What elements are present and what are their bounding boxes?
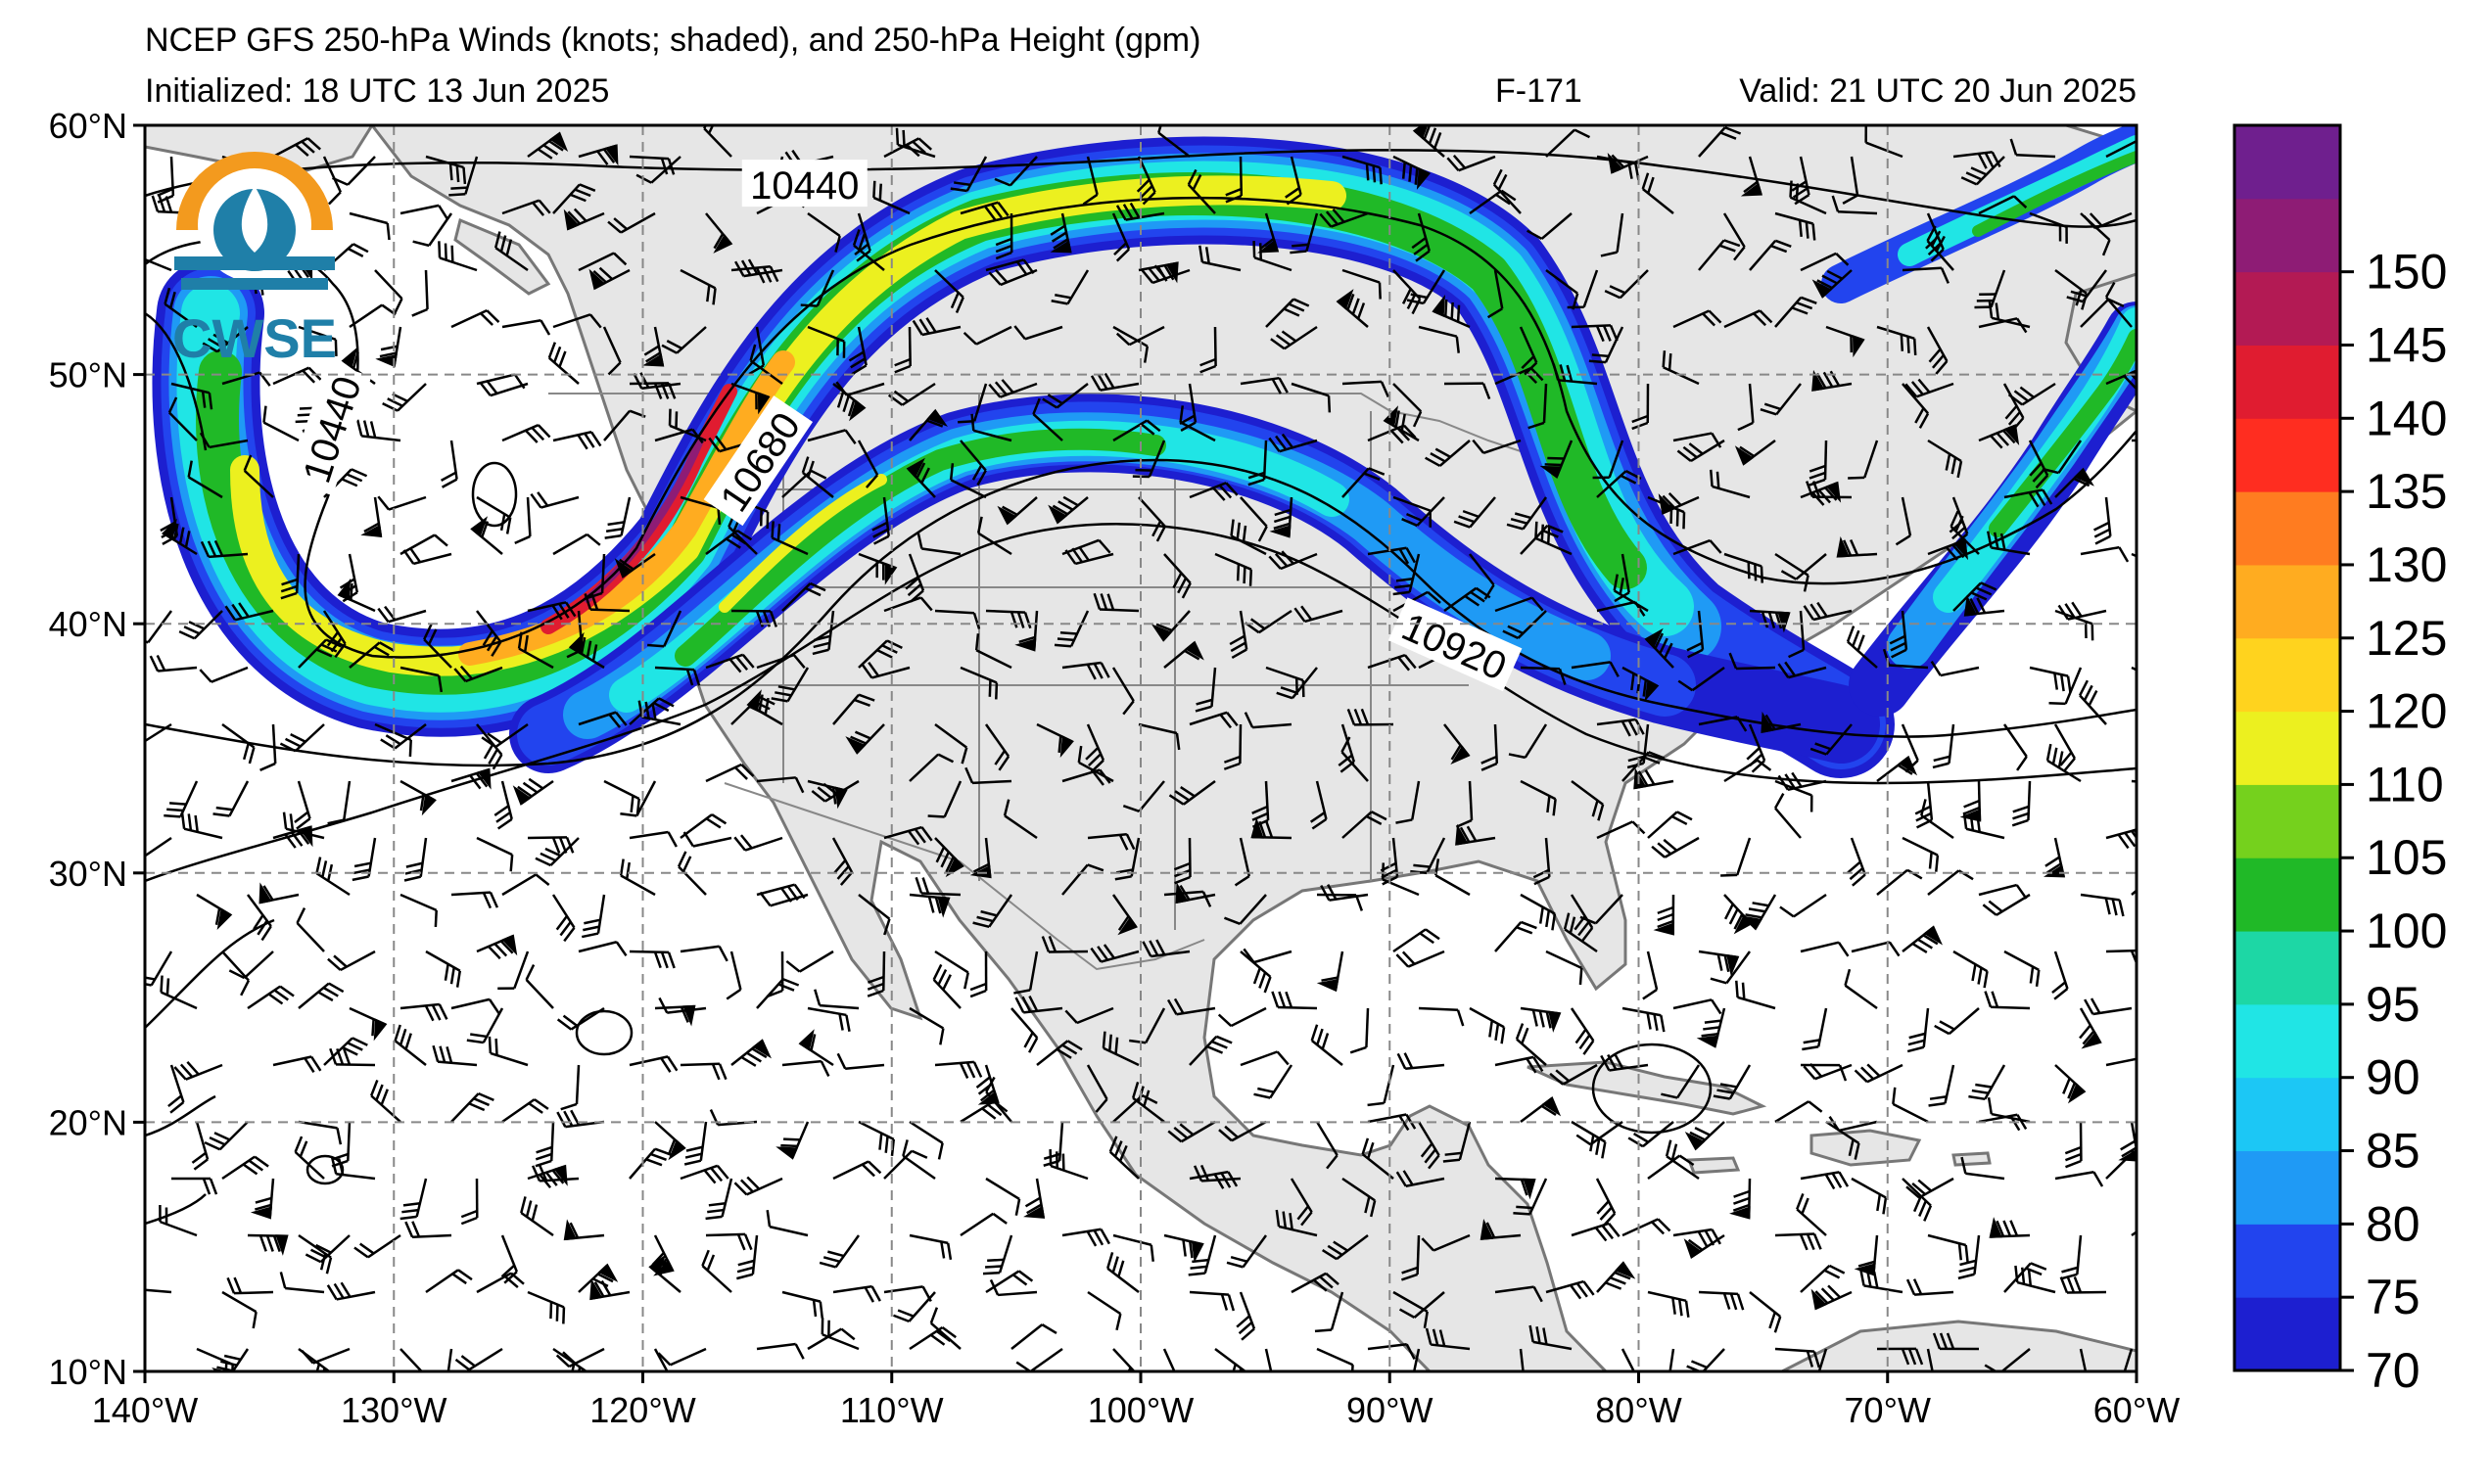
lat-tick-label: 10°N (49, 1352, 127, 1392)
colorbar-segment (2234, 712, 2340, 785)
colorbar-segment (2234, 1151, 2340, 1225)
valid-time: Valid: 21 UTC 20 Jun 2025 (1739, 72, 2137, 110)
colorbar-tick-label: 100 (2366, 904, 2447, 958)
lat-tick-label: 20°N (49, 1102, 127, 1142)
lat-tick-label: 50°N (49, 355, 127, 395)
colorbar-tick-label: 110 (2366, 757, 2444, 812)
colorbar-tick-label: 80 (2366, 1196, 2420, 1251)
colorbar-segment (2234, 345, 2340, 418)
cwse-logo: CWSE (172, 152, 337, 369)
colorbar-tick-label: 85 (2366, 1124, 2420, 1179)
lon-tick-label: 100°W (1088, 1390, 1194, 1430)
colorbar-segment (2234, 1297, 2340, 1370)
wind-barb (2132, 865, 2176, 906)
colorbar-tick-label: 95 (2366, 977, 2420, 1032)
svg-text:10440: 10440 (750, 164, 859, 208)
lon-tick-label: 110°W (840, 1390, 944, 1430)
colorbar-segment (2234, 858, 2340, 931)
colorbar-segment (2234, 565, 2340, 638)
forecast-hour: F-171 (1495, 72, 1582, 110)
colorbar-tick-label: 70 (2366, 1343, 2420, 1398)
colorbar-segment (2234, 1004, 2340, 1078)
colorbar-segment (2234, 1224, 2340, 1297)
wind-barb (2132, 1210, 2178, 1248)
colorbar-segment (2234, 1078, 2340, 1151)
puerto-rico-island (1953, 1153, 1990, 1165)
colorbar-segment (2234, 784, 2340, 858)
colorbar-segment (2234, 491, 2340, 565)
latitude-axis: 60°N 50°N 40°N 30°N 20°N 10°N (49, 106, 145, 1392)
colorbar-tick-label: 140 (2366, 391, 2447, 445)
lon-tick-label: 130°W (341, 1390, 446, 1430)
lon-tick-label: 80°W (1595, 1390, 1681, 1430)
wind-barb (2132, 440, 2177, 456)
colorbar-tick-label: 125 (2366, 611, 2447, 666)
colorbar-segment (2234, 638, 2340, 712)
colorbar-tick-label: 120 (2366, 684, 2447, 739)
colorbar-tick-label: 150 (2366, 245, 2447, 300)
jamaica-island (1689, 1158, 1738, 1173)
colorbar-tick-label: 75 (2366, 1270, 2420, 1324)
colorbar-segment (2234, 199, 2340, 272)
map-title: NCEP GFS 250-hPa Winds (knots; shaded), … (145, 22, 1200, 59)
lon-tick-label: 120°W (589, 1390, 695, 1430)
lon-tick-label: 60°W (2093, 1390, 2180, 1430)
longitude-axis: 140°W 130°W 120°W 110°W 100°W 90°W 80°W 70°W 60°… (92, 1371, 2180, 1430)
colorbar-segment (2234, 272, 2340, 346)
colorbar-tick-label: 130 (2366, 537, 2447, 592)
lat-tick-label: 60°N (49, 106, 127, 146)
lat-tick-label: 30°N (49, 854, 127, 894)
logo-text: CWSE (172, 307, 337, 369)
colorbar-segment (2234, 125, 2340, 199)
colorbar-segment (2234, 418, 2340, 491)
colorbar-tick-label: 135 (2366, 464, 2447, 519)
colorbar-segment (2234, 931, 2340, 1004)
init-time: Initialized: 18 UTC 13 Jun 2025 (145, 72, 609, 110)
contour-label: 10440 (742, 160, 868, 208)
lon-tick-label: 70°W (1845, 1390, 1931, 1430)
lon-tick-label: 140°W (92, 1390, 198, 1430)
lat-tick-label: 40°N (49, 604, 127, 644)
colorbar-tick-label: 145 (2366, 317, 2447, 372)
colorbar-tick-label: 90 (2366, 1050, 2420, 1105)
wind-speed-colorbar: 70 75 80 85 90 95 100 105 110 120 125 130 135 140 145 1… (2234, 125, 2447, 1398)
lon-tick-label: 90°W (1346, 1390, 1433, 1430)
colorbar-tick-label: 105 (2366, 830, 2447, 885)
